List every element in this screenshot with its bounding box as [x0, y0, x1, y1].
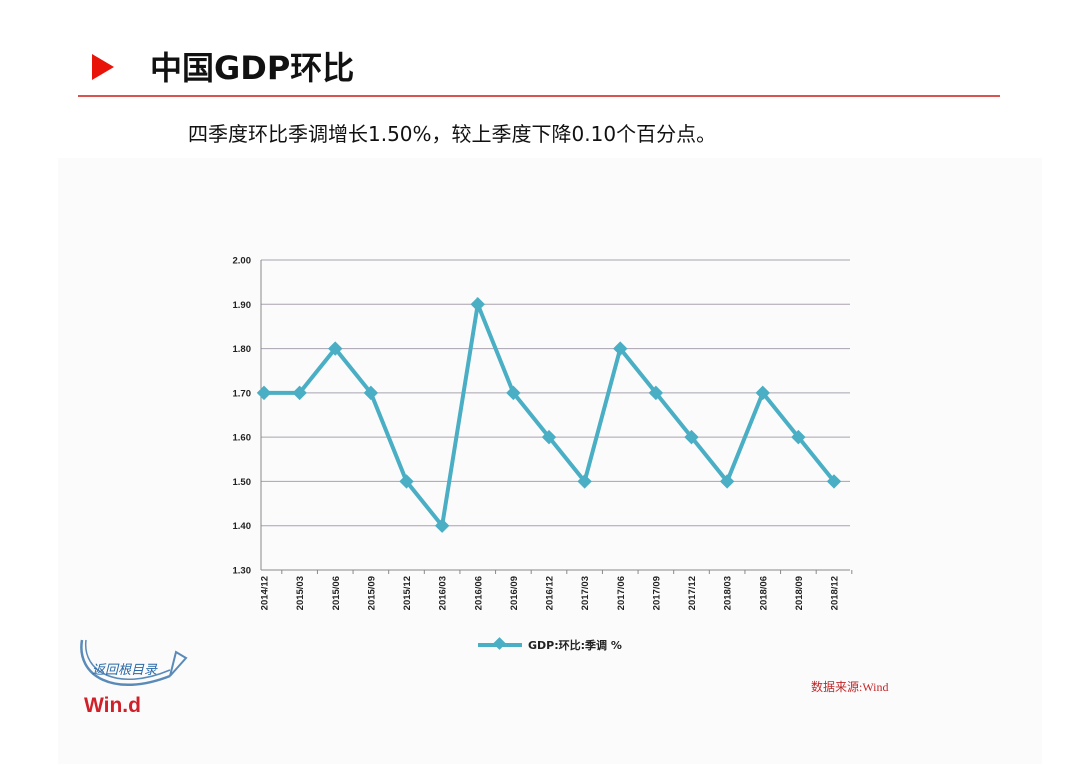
x-tick-label: 2018/09 — [794, 576, 805, 610]
y-tick-label: 1.50 — [233, 477, 252, 488]
data-point — [648, 385, 664, 401]
y-tick-label: 1.60 — [233, 433, 252, 444]
x-tick-label: 2016/09 — [509, 576, 520, 610]
x-tick-label: 2016/06 — [473, 576, 484, 610]
x-tick-label: 2017/03 — [580, 576, 591, 610]
logo-script: 返回根目录 — [92, 663, 158, 678]
x-tick-label: 2015/12 — [402, 576, 413, 610]
chart-legend: GDP:环比:季调 % — [478, 636, 622, 654]
data-point — [328, 341, 343, 356]
legend-label: GDP:环比:季调 % — [528, 639, 622, 652]
x-tick-label: 2017/06 — [616, 576, 627, 610]
y-tick-label: 1.80 — [233, 344, 252, 355]
data-point — [399, 474, 414, 489]
x-tick-label: 2016/12 — [545, 576, 556, 610]
x-tick-label: 2017/12 — [687, 576, 698, 610]
page-title: 中国GDP环比 — [150, 49, 355, 87]
x-tick-label: 2018/06 — [758, 576, 769, 610]
data-point — [256, 385, 272, 401]
data-point — [791, 429, 806, 445]
x-tick-label: 2017/09 — [651, 576, 662, 610]
x-tick-label: 2015/06 — [331, 576, 342, 610]
y-tick-label: 1.40 — [233, 521, 252, 532]
series-line — [264, 296, 836, 531]
y-tick-label: 2.00 — [233, 256, 252, 267]
x-tick-label: 2015/03 — [295, 576, 306, 610]
data-point — [613, 341, 628, 356]
x-tick-label: 2015/09 — [366, 576, 377, 610]
data-point — [363, 385, 379, 401]
data-point — [541, 429, 557, 445]
diamond-icon — [493, 637, 506, 650]
x-tick-label: 2018/03 — [723, 576, 734, 610]
chart-background — [58, 158, 1042, 764]
x-tick-label: 2016/03 — [438, 576, 449, 610]
data-point — [719, 474, 735, 489]
data-point — [684, 429, 699, 445]
data-point — [755, 385, 770, 401]
x-tick-label: 2014/12 — [260, 576, 271, 610]
play-triangle-icon — [92, 54, 114, 80]
y-tick-label: 1.30 — [233, 566, 252, 577]
legend-swatch — [478, 637, 522, 650]
subtitle: 四季度环比季调增长1.50%，较上季度下降0.10个百分点。 — [188, 122, 717, 146]
curved-arrow-icon[interactable]: 返回根目录 — [74, 636, 194, 718]
data-source: 数据来源:Wind — [811, 680, 889, 694]
data-point — [577, 474, 592, 489]
data-point — [292, 385, 307, 401]
y-tick-label: 1.70 — [233, 388, 252, 399]
title-divider — [78, 95, 1000, 97]
x-tick-label: 2018/12 — [830, 576, 841, 610]
wind-logo: Win.d — [84, 694, 141, 717]
data-point — [506, 385, 521, 401]
data-point — [470, 297, 485, 312]
y-tick-label: 1.90 — [233, 300, 252, 311]
data-point — [826, 474, 842, 489]
data-point — [434, 518, 450, 533]
